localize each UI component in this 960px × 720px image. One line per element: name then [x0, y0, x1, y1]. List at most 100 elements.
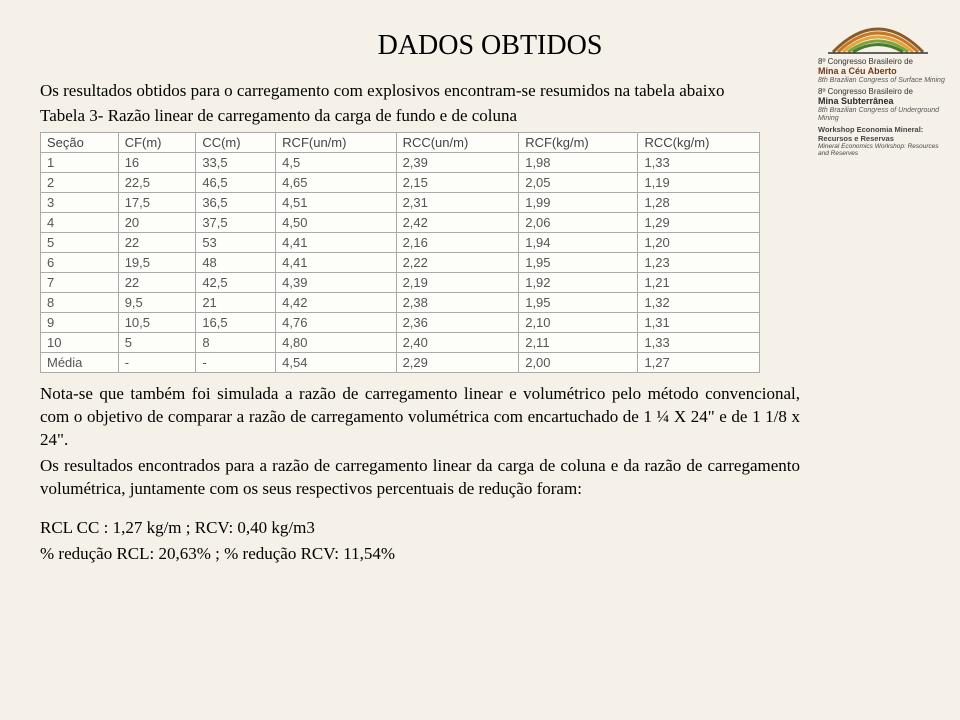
table-cell: 2,42: [396, 212, 519, 232]
table-row: 11633,54,52,391,981,33: [41, 152, 760, 172]
table-cell: 6: [41, 252, 119, 272]
table-cell: 48: [196, 252, 276, 272]
table-cell: 1,19: [638, 172, 760, 192]
table-cell: 1: [41, 152, 119, 172]
table-cell: 2,00: [519, 352, 638, 372]
note-paragraph: Nota-se que também foi simulada a razão …: [40, 383, 800, 452]
table-row: 42037,54,502,422,061,29: [41, 212, 760, 232]
table-cell: 4,65: [276, 172, 396, 192]
logo-title-2: Mina Subterrânea: [818, 97, 948, 107]
result-line-1: RCL CC : 1,27 kg/m ; RCV: 0,40 kg/m3: [40, 517, 800, 540]
result-line-2: % redução RCL: 20,63% ; % redução RCV: 1…: [40, 543, 800, 566]
table-row: 619,5484,412,221,951,23: [41, 252, 760, 272]
table-cell: 2,31: [396, 192, 519, 212]
logo-congress-2: 8º Congresso Brasileiro de Mina Subterrâ…: [818, 88, 948, 122]
table-cell: 10: [41, 332, 119, 352]
table-cell: 2,36: [396, 312, 519, 332]
table-cell: 33,5: [196, 152, 276, 172]
table-cell: Média: [41, 352, 119, 372]
table-cell: 2,10: [519, 312, 638, 332]
table-cell: 1,20: [638, 232, 760, 252]
table-cell: 4,50: [276, 212, 396, 232]
table-cell: 2,11: [519, 332, 638, 352]
table-row: 317,536,54,512,311,991,28: [41, 192, 760, 212]
table-cell: 4,39: [276, 272, 396, 292]
table-cell: 1,94: [519, 232, 638, 252]
table-header-cell: RCF(un/m): [276, 132, 396, 152]
table-caption: Tabela 3- Razão linear de carregamento d…: [40, 106, 800, 126]
table-cell: 4,80: [276, 332, 396, 352]
table-cell: 1,95: [519, 292, 638, 312]
data-table: SeçãoCF(m)CC(m)RCF(un/m)RCC(un/m)RCF(kg/…: [40, 132, 760, 373]
table-cell: 16: [118, 152, 196, 172]
table-cell: 3: [41, 192, 119, 212]
slide-content: DADOS OBTIDOS Os resultados obtidos para…: [40, 30, 800, 569]
logo-workshop: Workshop Economia Mineral: Recursos e Re…: [818, 126, 948, 157]
table-cell: 4,41: [276, 252, 396, 272]
table-cell: 46,5: [196, 172, 276, 192]
table-cell: 2,40: [396, 332, 519, 352]
table-cell: 1,92: [519, 272, 638, 292]
logo-title-1: Mina a Céu Aberto: [818, 67, 948, 77]
table-cell: 4,5: [276, 152, 396, 172]
table-cell: 36,5: [196, 192, 276, 212]
table-cell: 1,33: [638, 152, 760, 172]
table-cell: 4,54: [276, 352, 396, 372]
table-cell: 4,41: [276, 232, 396, 252]
table-cell: 8: [41, 292, 119, 312]
table-cell: 2,06: [519, 212, 638, 232]
table-cell: 1,28: [638, 192, 760, 212]
table-cell: 7: [41, 272, 119, 292]
table-cell: 1,99: [519, 192, 638, 212]
table-cell: 1,21: [638, 272, 760, 292]
table-cell: 22: [118, 272, 196, 292]
logo-congress-1: 8º Congresso Brasileiro de Mina a Céu Ab…: [818, 58, 948, 84]
table-cell: 1,32: [638, 292, 760, 312]
table-header-cell: CF(m): [118, 132, 196, 152]
table-cell: 4,76: [276, 312, 396, 332]
table-cell: 9: [41, 312, 119, 332]
table-row: 10584,802,402,111,33: [41, 332, 760, 352]
table-cell: 4,51: [276, 192, 396, 212]
table-row: 222,546,54,652,152,051,19: [41, 172, 760, 192]
table-cell: 1,98: [519, 152, 638, 172]
table-row: 72242,54,392,191,921,21: [41, 272, 760, 292]
table-header-cell: RCC(un/m): [396, 132, 519, 152]
table-cell: 2,29: [396, 352, 519, 372]
table-cell: 19,5: [118, 252, 196, 272]
table-cell: -: [196, 352, 276, 372]
table-cell: 2,39: [396, 152, 519, 172]
conference-logo-block: 8º Congresso Brasileiro de Mina a Céu Ab…: [818, 12, 948, 157]
table-cell: 2,38: [396, 292, 519, 312]
table-cell: 1,29: [638, 212, 760, 232]
mining-layers-icon: [818, 12, 938, 56]
table-cell: 2,22: [396, 252, 519, 272]
table-cell: 21: [196, 292, 276, 312]
table-header-cell: RCC(kg/m): [638, 132, 760, 152]
table-row: 910,516,54,762,362,101,31: [41, 312, 760, 332]
table-cell: 22: [118, 232, 196, 252]
table-cell: 9,5: [118, 292, 196, 312]
table-cell: 1,33: [638, 332, 760, 352]
logo-sub-2: 8th Brazilian Congress of Underground Mi…: [818, 107, 948, 122]
table-cell: 2,19: [396, 272, 519, 292]
table-cell: 17,5: [118, 192, 196, 212]
table-cell: 8: [196, 332, 276, 352]
logo-workshop-sub: Mineral Economics Workshop: Resources an…: [818, 143, 948, 157]
table-cell: 1,95: [519, 252, 638, 272]
table-row: 89,5214,422,381,951,32: [41, 292, 760, 312]
results-paragraph: Os resultados encontrados para a razão d…: [40, 455, 800, 501]
table-cell: 4: [41, 212, 119, 232]
logo-workshop-title: Workshop Economia Mineral: Recursos e Re…: [818, 126, 948, 143]
table-cell: -: [118, 352, 196, 372]
table-header-cell: Seção: [41, 132, 119, 152]
table-cell: 2: [41, 172, 119, 192]
table-cell: 1,31: [638, 312, 760, 332]
table-cell: 5: [41, 232, 119, 252]
slide-title: DADOS OBTIDOS: [180, 30, 800, 62]
table-cell: 5: [118, 332, 196, 352]
table-cell: 2,05: [519, 172, 638, 192]
table-cell: 42,5: [196, 272, 276, 292]
table-header-cell: CC(m): [196, 132, 276, 152]
table-row: Média--4,542,292,001,27: [41, 352, 760, 372]
